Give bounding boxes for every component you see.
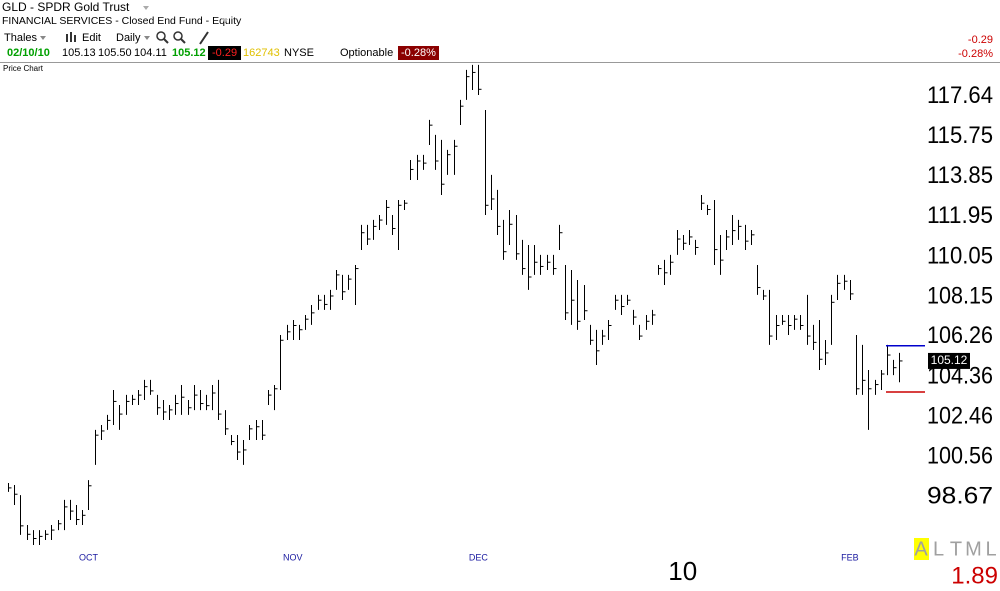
change-box xyxy=(208,46,241,60)
quote-change: -0.29 xyxy=(212,47,237,59)
month-label: DEC xyxy=(469,552,489,562)
quote-exchange: NYSE xyxy=(284,47,314,59)
indicator-letter: L xyxy=(933,538,944,560)
y-tick-label: 98.67 xyxy=(927,482,993,509)
quote-date: 02/10/10 xyxy=(7,47,50,59)
quote-last: 105.12 xyxy=(172,47,206,59)
zoom-out-icon[interactable] xyxy=(173,31,186,44)
dropdown-arrow[interactable] xyxy=(222,19,228,23)
y-tick-label: 108.15 xyxy=(927,282,993,309)
indicator-value: 1.89 xyxy=(951,562,998,589)
month-label: OCT xyxy=(79,552,99,562)
y-tick-label: 111.95 xyxy=(927,202,993,229)
change-pct-box xyxy=(398,46,439,60)
indicator-letter: L xyxy=(985,538,996,560)
y-tick-label: 102.46 xyxy=(927,402,993,429)
y-tick-label: 113.85 xyxy=(927,162,993,189)
last-price-box xyxy=(928,352,970,369)
classification: FINANCIAL SERVICES - Closed End Fund - E… xyxy=(2,15,242,27)
indicator-letter: T xyxy=(950,538,962,560)
y-tick-label: 117.64 xyxy=(927,82,993,109)
zoom-in-icon[interactable] xyxy=(156,31,169,44)
y-tick-label: 110.05 xyxy=(927,242,993,269)
edit-icon[interactable] xyxy=(66,32,76,42)
quote-optionable: Optionable xyxy=(340,47,393,59)
dropdown-arrow[interactable] xyxy=(40,36,46,40)
quote-low: 104.11 xyxy=(134,47,167,59)
last-price-label: 105.12 xyxy=(931,353,968,367)
quote-high: 105.50 xyxy=(98,47,132,59)
quote-change-pct: -0.28% xyxy=(401,47,436,59)
account-menu[interactable]: Thales xyxy=(4,32,38,44)
quote-open: 105.13 xyxy=(62,47,96,59)
indicator-letter: M xyxy=(965,538,982,560)
period-menu[interactable]: Daily xyxy=(116,32,141,44)
panel-label: Price Chart xyxy=(3,64,44,73)
draw-icon[interactable] xyxy=(199,31,209,45)
month-label: NOV xyxy=(283,552,303,562)
right-change: -0.29 xyxy=(968,34,993,46)
dropdown-arrow[interactable] xyxy=(143,6,149,10)
y-tick-label: 115.75 xyxy=(927,122,993,149)
y-tick-label: 100.56 xyxy=(927,442,993,469)
month-label: FEB xyxy=(841,552,859,562)
quote-volume: 162743 xyxy=(243,47,280,59)
right-change-pct: -0.28% xyxy=(958,48,993,60)
dropdown-arrow[interactable] xyxy=(144,36,150,40)
indicator-highlight xyxy=(914,538,929,560)
year-label: 10 xyxy=(668,556,697,586)
y-tick-label: 106.26 xyxy=(927,322,993,349)
edit-button[interactable]: Edit xyxy=(82,32,101,44)
symbol-title[interactable]: GLD - SPDR Gold Trust xyxy=(2,0,130,14)
indicator-letter: A xyxy=(914,538,928,560)
